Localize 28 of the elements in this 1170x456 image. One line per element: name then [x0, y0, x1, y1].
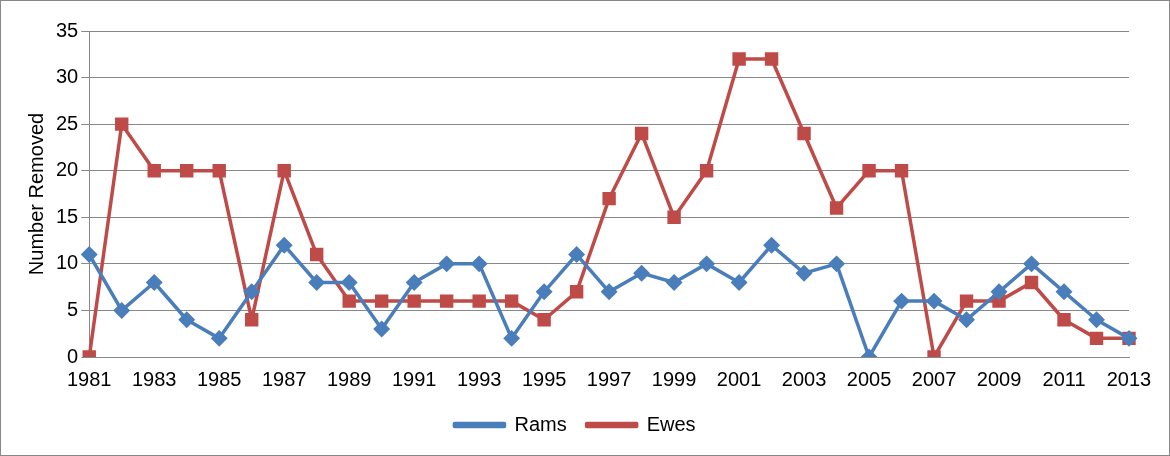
- y-tick-label: 15: [56, 204, 79, 227]
- x-tick-label: 2009: [976, 367, 1022, 390]
- x-tick-label: 1991: [391, 367, 437, 390]
- x-tick-label: 1993: [456, 367, 502, 390]
- y-axis-title: Number Removed: [24, 112, 47, 276]
- x-tick-label: 1997: [586, 367, 632, 390]
- x-tick-label: 2011: [1042, 367, 1086, 390]
- y-tick-label: 0: [67, 344, 79, 367]
- y-tick-label: 20: [56, 158, 79, 181]
- x-tick-label: 2005: [846, 367, 892, 390]
- x-tick-label: 1983: [131, 367, 177, 390]
- y-tick-label: 25: [56, 111, 79, 134]
- y-tick-label: 30: [56, 65, 79, 88]
- x-tick-label: 2013: [1106, 367, 1152, 390]
- x-tick-label: 1999: [651, 367, 697, 390]
- x-tick-label: 1989: [326, 367, 372, 390]
- x-tick-label: 1995: [521, 367, 567, 390]
- x-tick-label: 1985: [196, 367, 242, 390]
- x-tick-label: 2001: [716, 367, 762, 390]
- legend-label: Ewes: [646, 412, 696, 435]
- x-tick-label: 2003: [781, 367, 827, 390]
- x-tick-label: 1987: [261, 367, 307, 390]
- legend-label: Rams: [514, 412, 567, 435]
- y-tick-label: 35: [56, 18, 79, 41]
- x-tick-label: 2007: [911, 367, 957, 390]
- x-tick-label: 1981: [67, 367, 112, 390]
- y-tick-label: 5: [67, 297, 79, 320]
- y-tick-label: 10: [56, 251, 79, 274]
